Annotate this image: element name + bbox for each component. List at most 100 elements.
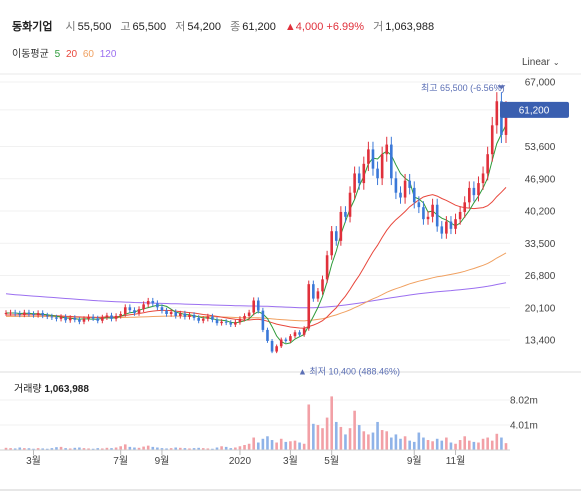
volume-bar [362,431,366,450]
volume-bar [477,442,480,450]
price-tick-label: 13,400 [525,336,556,347]
candle-body [247,312,251,316]
candle-body [472,187,476,196]
candle-body [87,316,90,319]
volume-bar [50,448,54,450]
high-value: 65,500 [132,21,167,33]
volume-bar [229,448,233,450]
stock-name: 동화기업 [12,21,53,33]
volume-bar [435,438,439,450]
candle-body [27,312,31,315]
candle-body [73,317,77,320]
candle-body [82,318,86,322]
volume-bar [252,437,256,450]
candle-body [316,291,320,299]
scale-label: Linear [522,57,550,68]
chevron-down-icon: ⌄ [552,58,560,67]
candle-body [394,178,398,193]
volume-bar [481,438,485,450]
volume-bar [156,447,159,450]
volume-bar [4,447,8,450]
volume-bar [468,440,471,450]
volume-bar [298,442,301,450]
candle-body [179,313,182,316]
ma-120: 120 [99,49,117,60]
volume-grid [0,399,510,426]
volume-bar [371,432,375,450]
volume-bar [307,404,311,450]
volume-bar [445,437,448,450]
candle-body [183,313,187,317]
volume-bar [215,447,219,450]
candle-body [137,309,141,314]
ma5-line [6,124,507,345]
volume-panel-value: 1,063,988 [44,384,89,395]
volume-bar [197,447,200,450]
candle-body [261,310,265,330]
volume-bar [490,440,494,450]
open-value: 55,500 [77,21,112,33]
candle-body [188,314,191,317]
high-annotation: 최고 65,500 (-6.56%) [421,83,505,93]
volume-bar [353,410,356,450]
volume-bar [330,396,333,450]
volume-bar [412,441,416,450]
volume-bar [78,447,81,450]
candle-body [270,340,274,352]
volume-tick-label: 8.02m [510,396,538,407]
close-label: 종 [230,21,241,33]
candlesticks [4,92,508,354]
volume-bar [224,446,228,450]
candle-body [156,303,159,308]
volume-bar [431,441,434,450]
volume-bar [344,434,347,450]
candle-body [357,173,361,184]
candle-body [142,304,145,310]
volume-bar [261,438,265,450]
volume-bar [192,448,196,450]
candle-body [504,109,508,135]
x-tick-label: 2020 [229,456,252,467]
candle-body [490,125,494,155]
volume-bar [13,448,17,450]
candle-body [256,300,260,311]
candle-body [334,231,338,241]
scale-dropdown[interactable]: Linear ⌄ [522,57,560,68]
candle-body [298,332,301,335]
candle-body [408,180,411,188]
volume-bar [211,448,214,450]
candle-body [119,314,122,316]
volume-bar [179,447,182,450]
volume-bar [165,448,168,450]
volume-bar [321,428,324,450]
candle-body [59,316,63,319]
candle-body [417,202,421,208]
x-tick-label: 3월 [26,455,41,467]
volume-bar [284,441,288,450]
candle-body [312,284,315,299]
candle-body [362,163,366,184]
volume-bar [417,432,421,450]
volume-panel-title: 거래량 1,063,988 [14,380,89,395]
candle-body [32,314,35,316]
x-tick-label: 5월 [324,455,339,467]
volume-bar [367,434,370,450]
candle-body [325,255,329,280]
moving-average-lines [5,124,507,345]
price-tick-label: 33,500 [525,239,556,250]
volume-bar [146,445,150,450]
candle-body [353,173,356,193]
volume-bar [123,444,127,450]
volume-bar [334,421,338,450]
candle-body [68,317,72,321]
candle-body [495,101,499,126]
volume-value: 1,063,988 [385,21,435,33]
candle-body [422,207,425,220]
volume-bar [59,446,63,450]
volume-bar [73,447,77,450]
volume-bar [348,428,352,450]
volume-bar [45,448,49,450]
volume-bar [101,448,104,450]
volume-bar [270,440,274,450]
